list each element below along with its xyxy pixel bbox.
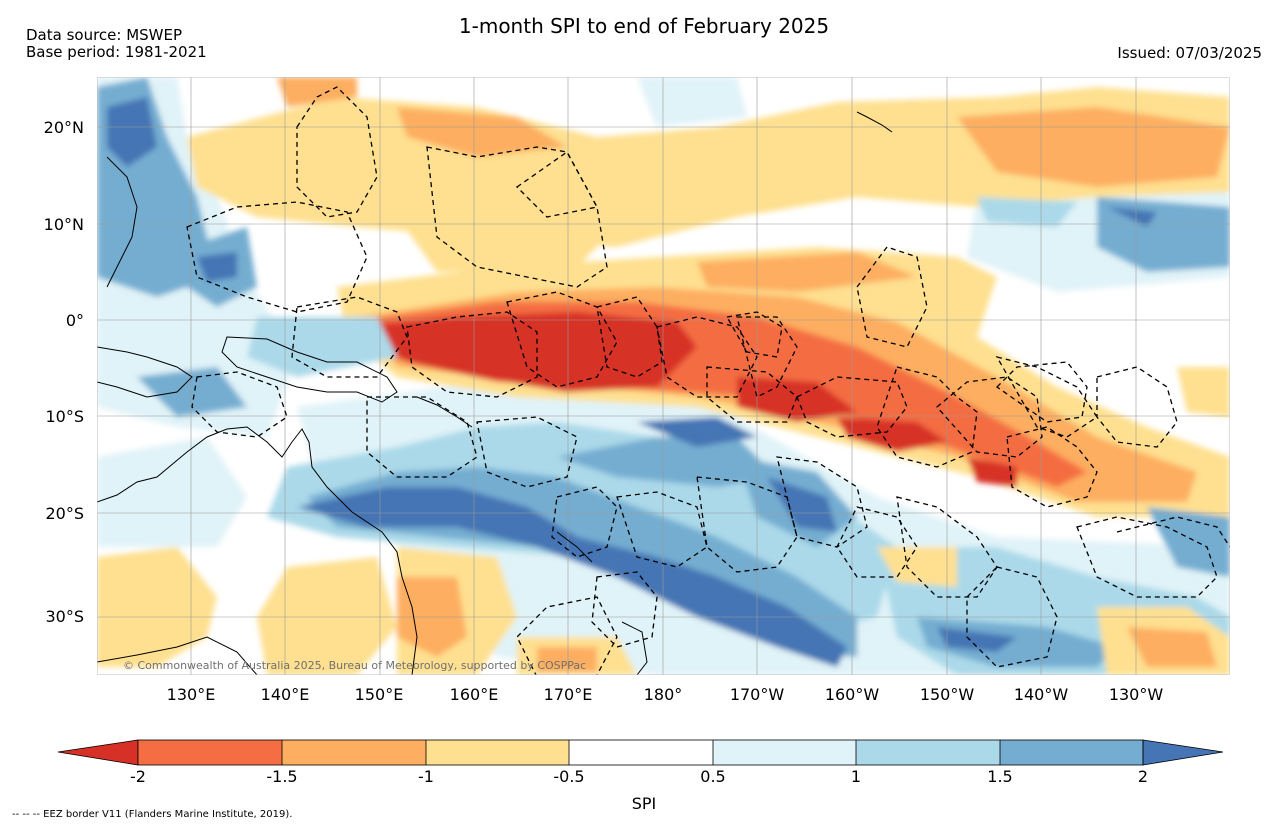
lat-label-0: 0° bbox=[65, 311, 84, 330]
colorbar-tick: 1.5 bbox=[987, 767, 1013, 786]
hawaii-coastline bbox=[856, 111, 893, 133]
colorbar-tick: 0.5 bbox=[700, 767, 726, 786]
spi-map bbox=[97, 77, 1230, 675]
map-title: 1-month SPI to end of February 2025 bbox=[458, 14, 830, 38]
new-caledonia-coastline bbox=[556, 531, 593, 563]
colorbar-label: SPI bbox=[631, 794, 657, 813]
colorbar-bin-6 bbox=[856, 740, 1000, 765]
lat-label-10n: 10°N bbox=[43, 215, 84, 234]
colorbar-high-extension bbox=[1142, 739, 1224, 766]
lon-label-160w: 160°W bbox=[824, 685, 880, 704]
colorbar-tick: 1 bbox=[850, 767, 862, 786]
spi-anomaly-fields bbox=[97, 77, 1230, 675]
lon-label-130w: 130°W bbox=[1108, 685, 1164, 704]
lat-label-20s: 20°S bbox=[45, 504, 84, 523]
new-zealand-coastline bbox=[621, 621, 648, 675]
lat-label-20n: 20°N bbox=[43, 118, 84, 137]
colorbar-bin-2 bbox=[282, 740, 426, 765]
eez-footnote: -- -- -- EEZ border V11 (Flanders Marine… bbox=[12, 809, 293, 820]
spi-colorbar bbox=[57, 739, 1224, 766]
colorbar-tick: -1 bbox=[418, 767, 434, 786]
australia-south-coastline bbox=[97, 636, 258, 675]
lon-label-170e: 170°E bbox=[543, 685, 593, 704]
colorbar-bin-7 bbox=[1000, 740, 1143, 765]
colorbar-tick: 2 bbox=[1137, 767, 1149, 786]
base-period-text: Base period: 1981-2021 bbox=[26, 43, 207, 61]
issued-date: Issued: 07/03/2025 bbox=[1117, 44, 1262, 62]
graticule bbox=[97, 77, 1230, 675]
australia-coastline bbox=[97, 426, 418, 675]
solomon-islands-coastline bbox=[416, 396, 473, 428]
map-frame bbox=[97, 77, 1230, 675]
copyright-text: © Commonwealth of Australia 2025, Bureau… bbox=[123, 659, 587, 672]
philippines-coastline bbox=[106, 156, 138, 288]
colorbar-bin-4 bbox=[569, 740, 713, 765]
lon-label-180: 180° bbox=[643, 685, 683, 704]
eez-borders bbox=[186, 86, 1230, 675]
colorbar-tick: -1.5 bbox=[266, 767, 298, 786]
colorbar-bin-3 bbox=[426, 740, 569, 765]
colorbar-bin-1 bbox=[138, 740, 282, 765]
indonesia-coastline bbox=[97, 346, 193, 398]
lon-label-150e: 150°E bbox=[354, 685, 404, 704]
colorbar-tick: -2 bbox=[130, 767, 146, 786]
lat-label-10s: 10°S bbox=[45, 407, 84, 426]
lon-label-130e: 130°E bbox=[166, 685, 216, 704]
lon-label-150w: 150°W bbox=[919, 685, 975, 704]
lon-label-140w: 140°W bbox=[1013, 685, 1069, 704]
colorbar-tick: -0.5 bbox=[553, 767, 585, 786]
data-source-text: Data source: MSWEP bbox=[26, 26, 183, 44]
colorbar-bin-5 bbox=[713, 740, 856, 765]
lon-label-170w: 170°W bbox=[729, 685, 785, 704]
colorbar-low-extension bbox=[57, 739, 139, 766]
lat-label-30s: 30°S bbox=[45, 607, 84, 626]
header-info: Data source: MSWEP Base period: 1981-202… bbox=[26, 27, 207, 61]
coastlines bbox=[97, 111, 893, 675]
new-guinea-coastline bbox=[221, 336, 398, 403]
lon-label-160e: 160°E bbox=[449, 685, 499, 704]
lon-label-140e: 140°E bbox=[260, 685, 310, 704]
